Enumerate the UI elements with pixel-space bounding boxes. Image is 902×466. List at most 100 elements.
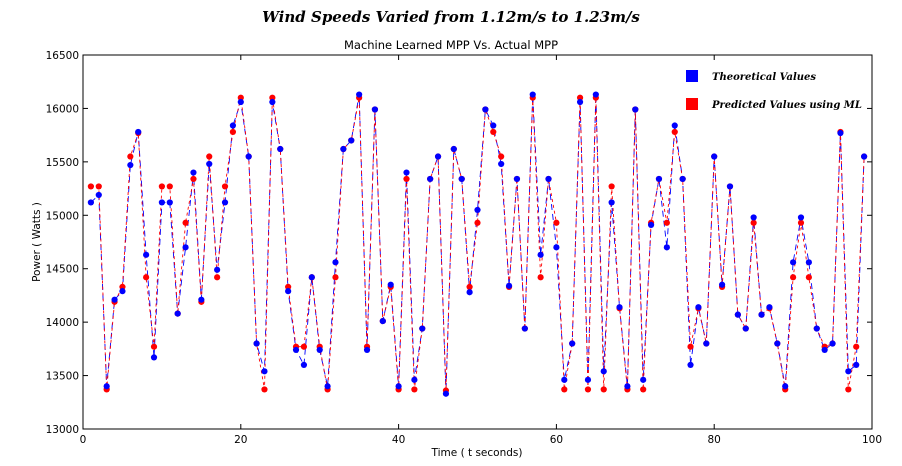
data-point-predicted bbox=[285, 283, 292, 290]
data-point-theoretical bbox=[853, 361, 860, 368]
data-point-theoretical bbox=[726, 183, 734, 190]
x-axis-label: Time ( t seconds) bbox=[431, 447, 523, 459]
data-point-theoretical bbox=[245, 153, 252, 160]
data-point-theoretical bbox=[411, 376, 418, 383]
x-tick-label: 100 bbox=[862, 434, 882, 446]
data-point-theoretical bbox=[269, 98, 276, 106]
data-point-theoretical bbox=[640, 376, 647, 383]
data-point-theoretical bbox=[253, 340, 260, 347]
data-point-theoretical bbox=[221, 199, 229, 206]
data-point-theoretical bbox=[340, 145, 347, 153]
data-point-predicted bbox=[221, 183, 229, 190]
x-tick-label: 80 bbox=[708, 434, 721, 446]
data-point-theoretical bbox=[103, 383, 110, 390]
data-point-predicted bbox=[750, 219, 757, 226]
data-point-theoretical bbox=[356, 91, 363, 98]
data-point-theoretical bbox=[703, 340, 710, 347]
data-point-predicted bbox=[663, 219, 670, 226]
data-point-predicted bbox=[95, 183, 102, 190]
data-point-predicted bbox=[190, 175, 197, 183]
data-point-theoretical bbox=[584, 376, 592, 383]
data-point-predicted bbox=[411, 386, 418, 393]
data-point-predicted bbox=[561, 386, 568, 393]
y-tick-label: 16500 bbox=[46, 50, 79, 62]
data-point-predicted bbox=[127, 153, 134, 160]
data-point-predicted bbox=[537, 274, 544, 281]
data-point-predicted bbox=[206, 153, 213, 160]
data-point-theoretical bbox=[111, 296, 118, 303]
data-point-theoretical bbox=[845, 368, 852, 375]
data-point-theoretical bbox=[647, 221, 655, 228]
data-point-predicted bbox=[576, 94, 584, 101]
data-point-theoretical bbox=[774, 340, 781, 347]
data-point-predicted bbox=[229, 128, 237, 136]
data-point-theoretical bbox=[695, 304, 702, 311]
data-point-theoretical bbox=[742, 325, 749, 332]
data-point-predicted bbox=[608, 183, 615, 190]
data-point-theoretical bbox=[545, 175, 552, 183]
figure-suptitle: Wind Speeds Varied from 1.12m/s to 1.23m… bbox=[262, 8, 640, 26]
data-point-theoretical bbox=[419, 325, 426, 332]
data-point-theoretical bbox=[482, 106, 489, 113]
y-tick-label: 15500 bbox=[46, 157, 79, 169]
data-point-theoretical bbox=[750, 214, 757, 221]
data-point-theoretical bbox=[679, 175, 686, 183]
x-axis: 0 20 40 60 80 100 bbox=[80, 55, 882, 446]
data-point-theoretical bbox=[797, 214, 805, 221]
data-point-theoretical bbox=[135, 128, 142, 136]
data-point-theoretical bbox=[308, 274, 315, 281]
plot-area bbox=[82, 54, 873, 430]
data-point-theoretical bbox=[569, 340, 576, 347]
data-point-predicted bbox=[143, 274, 150, 281]
data-point-theoretical bbox=[119, 288, 126, 295]
data-point-theoretical bbox=[363, 346, 371, 354]
data-point-theoretical bbox=[758, 311, 765, 318]
data-point-theoretical bbox=[261, 368, 268, 375]
data-point-predicted bbox=[845, 386, 852, 393]
data-point-theoretical bbox=[190, 169, 197, 176]
data-point-theoretical bbox=[829, 340, 836, 347]
data-point-theoretical bbox=[150, 354, 158, 361]
data-point-theoretical bbox=[87, 199, 94, 206]
data-point-theoretical bbox=[529, 91, 536, 98]
data-point-theoretical bbox=[821, 346, 828, 354]
y-axis: 13000 13500 14000 14500 15000 15500 16000 16500 bbox=[46, 50, 872, 436]
data-point-theoretical bbox=[466, 289, 473, 296]
data-point-theoretical bbox=[505, 282, 513, 289]
data-point-predicted bbox=[158, 183, 165, 190]
data-point-predicted bbox=[87, 183, 94, 190]
data-point-predicted bbox=[671, 128, 678, 136]
data-point-theoretical bbox=[671, 122, 678, 129]
data-point-theoretical bbox=[632, 106, 639, 113]
data-point-theoretical bbox=[458, 175, 465, 183]
data-point-theoretical bbox=[474, 206, 481, 214]
data-point-theoretical bbox=[348, 137, 355, 144]
data-point-theoretical bbox=[198, 296, 205, 303]
data-point-predicted bbox=[269, 94, 276, 101]
data-point-predicted bbox=[687, 343, 694, 350]
data-point-theoretical bbox=[277, 145, 284, 153]
y-tick-label: 13000 bbox=[46, 424, 79, 436]
data-point-theoretical bbox=[427, 175, 434, 183]
data-point-theoretical bbox=[95, 191, 102, 199]
legend-label-predicted: Predicted Values using ML bbox=[711, 100, 862, 111]
data-point-theoretical bbox=[387, 281, 394, 288]
data-point-predicted bbox=[805, 274, 812, 281]
series-line-predicted bbox=[90, 97, 865, 391]
data-point-theoretical bbox=[537, 251, 544, 258]
data-point-theoretical bbox=[655, 175, 663, 183]
data-point-theoretical bbox=[766, 304, 773, 311]
data-point-theoretical bbox=[379, 317, 386, 325]
data-point-theoretical bbox=[237, 98, 244, 106]
data-point-predicted bbox=[490, 128, 497, 136]
data-point-theoretical bbox=[214, 266, 221, 273]
data-point-theoretical bbox=[616, 304, 623, 311]
series-layer bbox=[87, 91, 868, 397]
data-point-predicted bbox=[261, 386, 268, 393]
data-point-predicted bbox=[640, 386, 647, 393]
data-point-theoretical bbox=[403, 169, 410, 176]
data-point-predicted bbox=[853, 343, 860, 350]
data-point-theoretical bbox=[813, 325, 820, 332]
data-point-theoretical bbox=[143, 251, 150, 258]
